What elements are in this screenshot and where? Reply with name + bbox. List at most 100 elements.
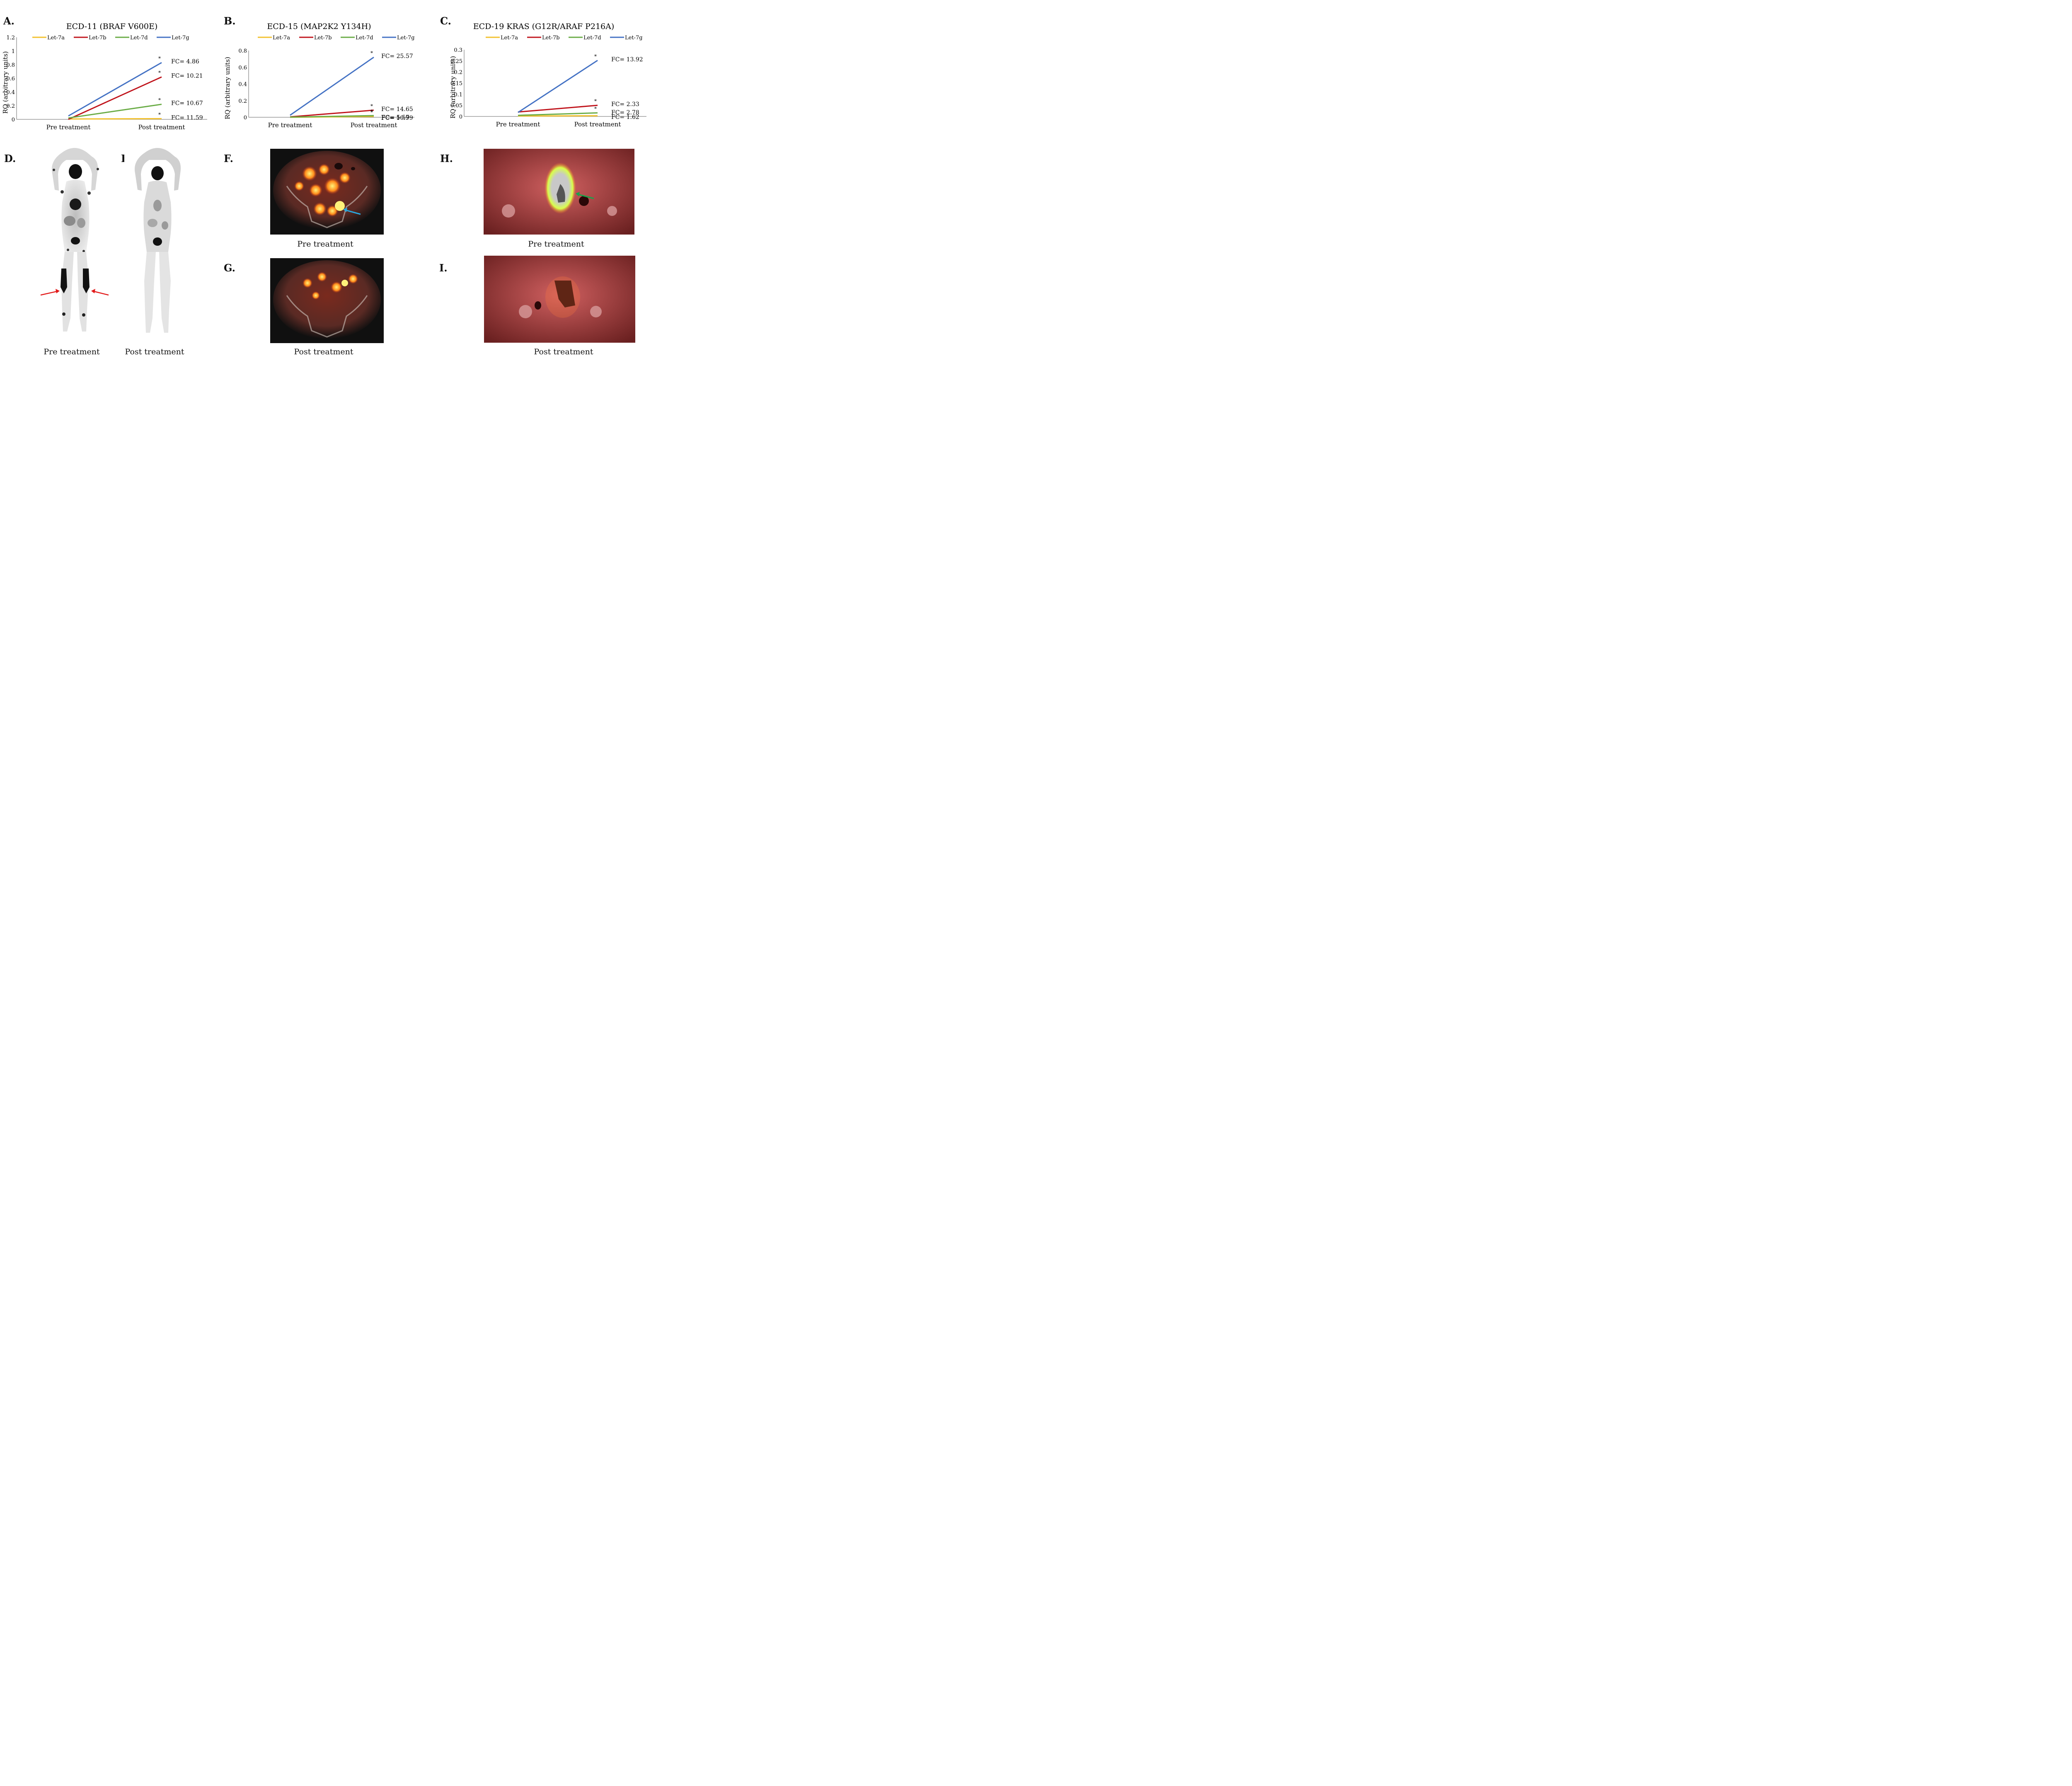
y-tick-label: 0.1 — [454, 92, 462, 98]
pet-ct-neck-pre-image — [484, 149, 634, 235]
legend-label-let-7a: Let-7a — [501, 35, 518, 41]
sig-marker-let-7d: * — [158, 97, 161, 103]
sig-marker-let-7d: * — [370, 109, 373, 114]
y-tick-label: 0.6 — [238, 65, 247, 71]
chart-ecd15: ECD-15 (MAP2K2 Y134H) Let-7a Let-7b Let-7d L… — [224, 22, 415, 129]
y-tick-label: 0 — [12, 117, 15, 123]
pet-ct-neck-post-image — [484, 256, 635, 343]
legend-label-let-7b: Let-7b — [314, 35, 332, 41]
pet-ct-pelvis-post-image — [270, 258, 384, 343]
y-tick-label: 0.2 — [454, 70, 462, 76]
series-line-let-7d — [290, 115, 374, 118]
panel-label-f: F. — [224, 152, 233, 165]
sig-marker-let-7b: * — [594, 98, 597, 104]
y-tick-label: 0 — [244, 115, 247, 121]
x-tick-label: Post treatment — [351, 121, 397, 129]
caption-g: Post treatment — [294, 347, 353, 356]
figure-root: A. B. C. D. E. F. G. H. I. ECD-11 (BRAF … — [0, 0, 650, 363]
x-tick-label: Post treatment — [138, 123, 185, 131]
figure-canvas: A. B. C. D. E. F. G. H. I. ECD-11 (BRAF … — [0, 0, 650, 363]
y-tick-label: 0.8 — [6, 62, 15, 68]
y-tick-label: 0.15 — [450, 81, 462, 87]
y-tick-label: 1 — [12, 48, 15, 55]
fc-label-let-7a: FC= 11.59 — [171, 114, 203, 121]
fc-label-let-7d: FC= 5.57 — [381, 114, 409, 121]
y-axis-label: RQ (arbitrary units) — [2, 51, 9, 114]
arrow-head-blue-lesion — [343, 208, 347, 212]
legend-label-let-7g: Let-7g — [625, 35, 643, 41]
legend-label-let-7b: Let-7b — [89, 35, 107, 41]
legend-label-let-7a: Let-7a — [273, 35, 290, 41]
panel-label-d: D. — [4, 152, 16, 165]
arrow-blue-lesion — [345, 209, 361, 215]
chart-ecd11: ECD-11 (BRAF V600E)Let-7a Let-7b Let-7d Let… — [2, 22, 207, 131]
series-line-let-7d — [518, 112, 598, 116]
caption-i: Post treatment — [534, 347, 593, 356]
arrow-head-right-knee — [56, 289, 60, 293]
legend-label-let-7d: Let-7d — [356, 35, 373, 41]
fc-label-let-7g: FC= 4.86 — [171, 58, 199, 65]
arrow-head-left-knee — [91, 289, 95, 293]
chart-title: ECD-11 (BRAF V600E) — [66, 22, 158, 31]
sig-marker-let-7g: * — [594, 53, 597, 59]
y-tick-label: 0.8 — [238, 48, 247, 54]
series-line-let-7g — [518, 60, 598, 113]
y-tick-label: 0.4 — [238, 82, 247, 88]
y-axis-label: RQ (arbitrary units) — [449, 56, 457, 119]
sig-marker-let-7a: * — [158, 111, 161, 117]
panel-label-h: H. — [440, 152, 453, 165]
y-tick-label: 0.05 — [450, 103, 462, 109]
y-tick-label: 0.4 — [6, 90, 15, 96]
sig-marker-let-7b: * — [370, 103, 373, 109]
chart-title: ECD-19 KRAS (G12R/ARAF P216A) — [473, 22, 615, 31]
y-tick-label: 0.2 — [238, 98, 247, 104]
fc-label-let-7a: FC= 1.62 — [611, 114, 639, 121]
sig-marker-let-7g: * — [158, 56, 161, 61]
arrow-green-lesion — [578, 194, 594, 199]
series-line-let-7b — [68, 76, 162, 120]
fc-label-let-7g: FC= 13.92 — [611, 56, 643, 63]
fc-label-let-7b: FC= 2.33 — [611, 101, 639, 108]
series-line-let-7g — [290, 56, 374, 116]
fc-label-let-7b: FC= 10.21 — [171, 73, 203, 80]
sig-marker-let-7d: * — [594, 106, 597, 111]
series-line-let-7d — [68, 104, 162, 119]
pet-ct-pelvis-pre-image — [270, 149, 384, 235]
chart-title: ECD-15 (MAP2K2 Y134H) — [267, 22, 371, 31]
legend-label-let-7d: Let-7d — [130, 35, 148, 41]
pet-mip-post-image — [124, 144, 191, 338]
panel-label-i: I. — [439, 262, 448, 274]
y-tick-label: 0.6 — [6, 76, 15, 82]
y-tick-label: 0.3 — [454, 47, 462, 53]
panel-label-c: C. — [440, 15, 452, 27]
sig-marker-let-7g: * — [370, 50, 373, 56]
legend-label-let-7g: Let-7g — [397, 35, 415, 41]
x-tick-label: Post treatment — [574, 121, 621, 128]
fc-label-let-7b: FC= 14.65 — [381, 106, 413, 113]
caption-e: Post treatment — [125, 347, 184, 356]
y-axis-label: RQ (arbitrary units) — [224, 57, 231, 119]
caption-d: Pre treatment — [44, 347, 100, 356]
fc-label-let-7a: FC= 10.99 — [381, 115, 413, 121]
series-line-let-7b — [290, 109, 374, 118]
y-tick-label: 0 — [459, 114, 462, 120]
panel-label-g: G. — [224, 262, 235, 274]
series-line-let-7g — [68, 62, 162, 117]
x-tick-label: Pre treatment — [268, 121, 312, 129]
panel-label-a: A. — [3, 15, 15, 27]
caption-h: Pre treatment — [528, 240, 584, 249]
arrow-left-knee — [93, 290, 109, 296]
legend-label-let-7a: Let-7a — [47, 35, 65, 41]
sig-marker-let-7a: * — [370, 109, 373, 115]
y-tick-label: 0.25 — [450, 58, 462, 65]
fc-label-let-7d: FC= 10.67 — [171, 100, 203, 107]
arrow-head-green-lesion — [576, 192, 580, 196]
legend-label-let-7b: Let-7b — [542, 35, 560, 41]
fc-label-let-7g: FC= 25.57 — [381, 53, 413, 60]
pet-mip-pre-image — [37, 144, 112, 338]
fc-label-let-7d: FC= 2.78 — [611, 109, 639, 116]
x-tick-label: Pre treatment — [496, 121, 540, 128]
legend-label-let-7g: Let-7g — [172, 35, 189, 41]
series-line-let-7b — [518, 104, 598, 113]
chart-ecd19: ECD-19 KRAS (G12R/ARAF P216A) Let-7a Let-7… — [449, 22, 646, 128]
